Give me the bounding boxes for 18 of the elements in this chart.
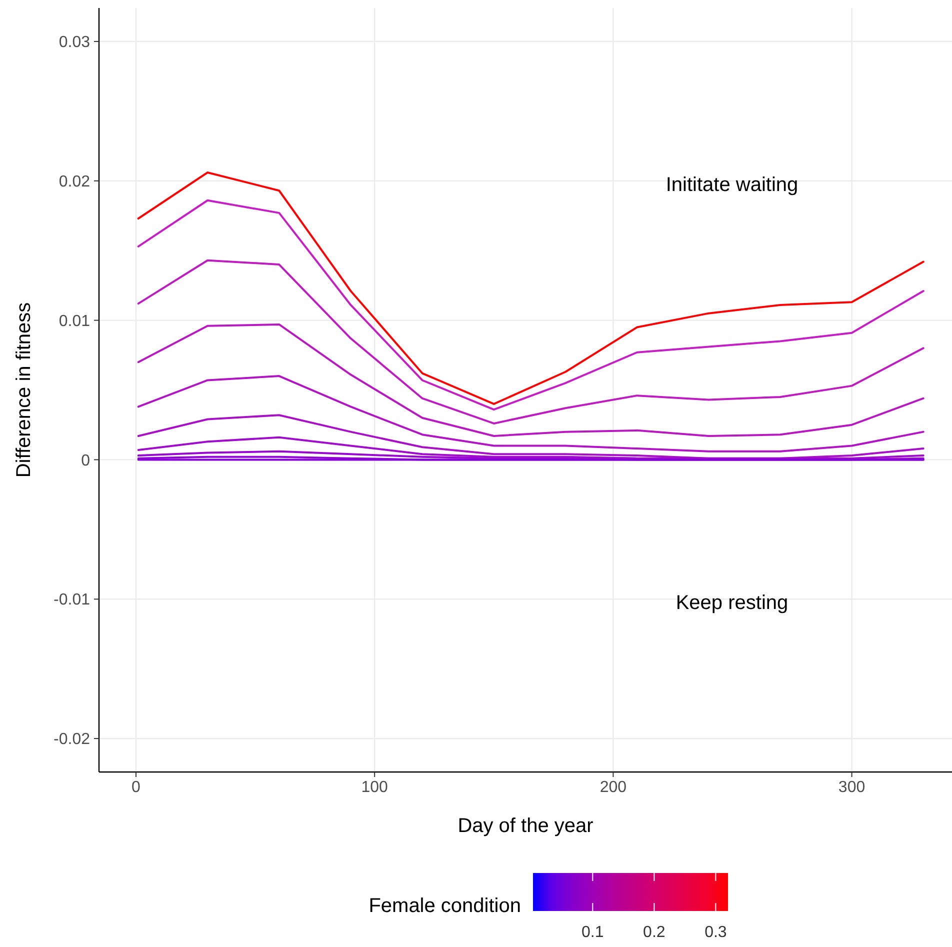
y-tick-label: 0.02 xyxy=(58,173,90,190)
y-axis-title: Difference in fitness xyxy=(13,302,35,478)
x-tick-label: 0 xyxy=(132,779,141,796)
y-tick-label: 0.01 xyxy=(58,312,90,330)
y-tick-label: -0.01 xyxy=(54,592,90,609)
y-tick-label: 0 xyxy=(81,452,90,470)
color-bar-label: 0.3 xyxy=(704,924,727,941)
y-tick-label: -0.02 xyxy=(54,731,90,748)
x-tick-label: 100 xyxy=(361,779,388,796)
annotation: Keep resting xyxy=(676,592,788,614)
color-bar-label: 0.1 xyxy=(582,924,604,941)
y-tick-label: 0.03 xyxy=(58,34,90,52)
annotation: Inititate waiting xyxy=(666,174,798,196)
color-bar-label: 0.2 xyxy=(643,924,666,941)
x-axis-title: Day of the year xyxy=(458,815,594,837)
x-tick-label: 300 xyxy=(838,779,866,796)
color-bar-title: Female condition xyxy=(368,895,521,917)
x-tick-label: 200 xyxy=(600,779,627,796)
